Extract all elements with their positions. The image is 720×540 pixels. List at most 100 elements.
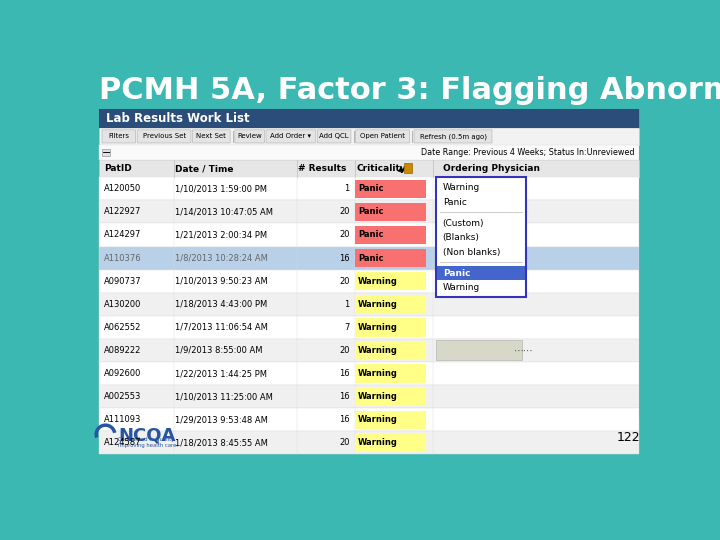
Text: Review: Review [238, 133, 262, 139]
Text: Warning: Warning [443, 283, 480, 292]
Text: Warning: Warning [358, 369, 398, 378]
Text: 1/29/2013 9:53:48 AM: 1/29/2013 9:53:48 AM [175, 415, 268, 424]
Bar [355, 364, 426, 383]
FancyBboxPatch shape [102, 130, 135, 143]
Bar [99, 316, 639, 339]
Bar [99, 145, 639, 160]
Text: A124587: A124587 [104, 438, 141, 447]
Text: 1/7/2013 11:06:54 AM: 1/7/2013 11:06:54 AM [175, 323, 268, 332]
Text: 1/22/2013 1:44:25 PM: 1/22/2013 1:44:25 PM [175, 369, 267, 378]
Text: A111093: A111093 [104, 415, 141, 424]
Text: NCQA: NCQA [118, 427, 175, 445]
FancyBboxPatch shape [266, 130, 316, 143]
Text: Warning: Warning [358, 346, 398, 355]
Text: Add Order ▾: Add Order ▾ [271, 133, 311, 139]
Text: A002553: A002553 [104, 392, 141, 401]
Text: Panic: Panic [358, 184, 384, 193]
Bar [355, 434, 426, 452]
Text: Warning: Warning [358, 415, 398, 424]
Bar [436, 177, 526, 296]
Text: Date / Time: Date / Time [175, 164, 234, 173]
Bar [99, 177, 639, 200]
Text: Refresh (0.5m ago): Refresh (0.5m ago) [420, 133, 487, 140]
Text: A090737: A090737 [104, 276, 142, 286]
Text: 1: 1 [344, 300, 350, 309]
Bar [99, 339, 639, 362]
Text: 16: 16 [339, 415, 350, 424]
Text: Warning: Warning [358, 392, 398, 401]
Text: Warning: Warning [358, 323, 398, 332]
Text: 1/14/2013 10:47:05 AM: 1/14/2013 10:47:05 AM [175, 207, 274, 217]
Text: 16: 16 [339, 392, 350, 401]
Text: PCMH 5A, Factor 3: Flagging Abnormal Labs: PCMH 5A, Factor 3: Flagging Abnormal Lab… [99, 77, 720, 105]
FancyBboxPatch shape [356, 130, 410, 143]
Bar [355, 341, 426, 360]
Bar [355, 410, 426, 429]
Text: 20: 20 [339, 231, 350, 239]
Bar [99, 200, 639, 224]
Text: Committed to quality
improving health care.: Committed to quality improving health ca… [118, 437, 178, 448]
Text: A120050: A120050 [104, 184, 141, 193]
Text: A124297: A124297 [104, 231, 141, 239]
Text: ▲: ▲ [397, 166, 403, 172]
Text: A062552: A062552 [104, 323, 141, 332]
Text: A092600: A092600 [104, 369, 141, 378]
Text: A089222: A089222 [104, 346, 141, 355]
Bar [99, 408, 639, 431]
FancyBboxPatch shape [414, 130, 492, 143]
Text: Warning: Warning [358, 276, 398, 286]
Bar [437, 266, 525, 280]
FancyBboxPatch shape [235, 130, 264, 143]
Bar [355, 249, 426, 267]
Bar [355, 272, 426, 291]
Text: Next Set: Next Set [197, 133, 226, 139]
Text: PatID: PatID [104, 164, 132, 173]
Text: 1/10/2013 11:25:00 AM: 1/10/2013 11:25:00 AM [175, 392, 273, 401]
Bar [99, 160, 639, 177]
FancyBboxPatch shape [192, 130, 230, 143]
Text: A122927: A122927 [104, 207, 141, 217]
Text: Warning: Warning [358, 438, 398, 447]
Text: 1/9/2013 8:55:00 AM: 1/9/2013 8:55:00 AM [175, 346, 263, 355]
Text: Panic: Panic [358, 207, 384, 217]
Text: 16: 16 [339, 369, 350, 378]
Text: Lab Results Work List: Lab Results Work List [106, 112, 249, 125]
Bar [355, 318, 426, 336]
Bar [99, 110, 639, 128]
Text: Ordering Physician: Ordering Physician [444, 164, 541, 173]
Text: Panic: Panic [443, 268, 470, 278]
Bar [355, 179, 426, 198]
Text: Add QCL: Add QCL [319, 133, 349, 139]
Text: 16: 16 [339, 254, 350, 262]
Text: 1: 1 [344, 184, 350, 193]
FancyBboxPatch shape [318, 130, 351, 143]
Text: Panic: Panic [358, 254, 384, 262]
Text: Warning: Warning [358, 300, 398, 309]
Text: A130200: A130200 [104, 300, 141, 309]
Text: 7: 7 [344, 323, 350, 332]
Bar [99, 293, 639, 316]
Text: ⋯⋯: ⋯⋯ [514, 346, 534, 355]
Text: Open Patient: Open Patient [360, 133, 405, 139]
Bar [404, 164, 413, 173]
Text: Warning: Warning [443, 183, 480, 192]
Text: 1/10/2013 1:59:00 PM: 1/10/2013 1:59:00 PM [175, 184, 267, 193]
Bar [90, 65, 648, 106]
Text: 1/21/2013 2:00:34 PM: 1/21/2013 2:00:34 PM [175, 231, 267, 239]
Text: # Results: # Results [299, 164, 347, 173]
Bar [99, 247, 639, 269]
Bar [99, 385, 639, 408]
Text: A110376: A110376 [104, 254, 142, 262]
Text: (Non blanks): (Non blanks) [443, 248, 500, 257]
Bar [355, 202, 426, 221]
FancyBboxPatch shape [138, 130, 191, 143]
Bar [99, 224, 639, 247]
Text: Date Range: Previous 4 Weeks; Status In:Unreviewed: Date Range: Previous 4 Weeks; Status In:… [420, 148, 634, 157]
Text: Previous Set: Previous Set [143, 133, 186, 139]
Text: 20: 20 [339, 207, 350, 217]
Bar [355, 387, 426, 406]
Bar [436, 340, 522, 361]
Text: 20: 20 [339, 346, 350, 355]
Text: Panic: Panic [358, 231, 384, 239]
Bar [102, 148, 110, 157]
